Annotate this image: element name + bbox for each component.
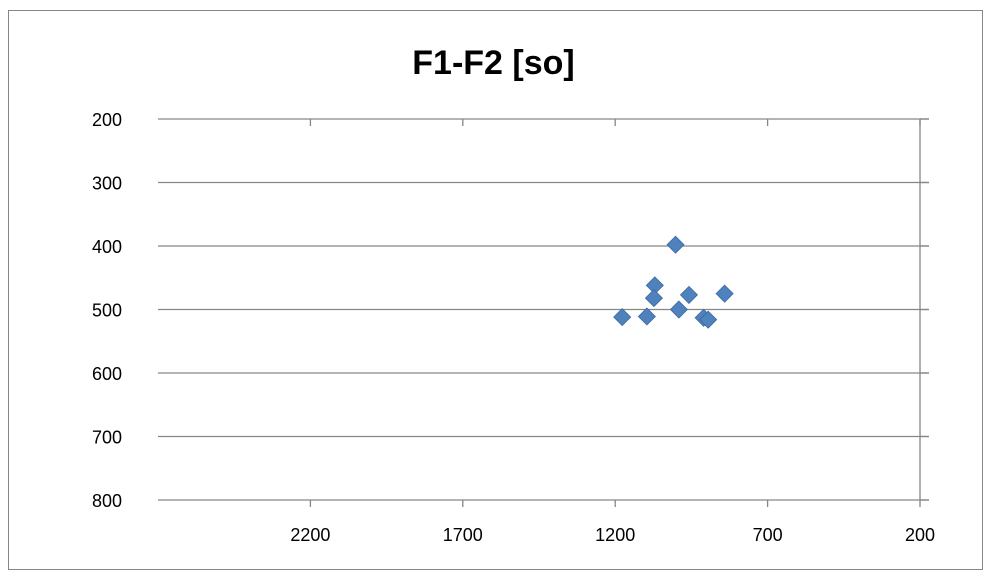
data-point: [715, 284, 734, 303]
data-point: [644, 289, 663, 308]
gridlines: [158, 118, 929, 438]
x-tick-labels: 2200 1700 1200 700 200: [290, 525, 935, 545]
data-point: [637, 307, 656, 326]
y-tick-label: 500: [92, 301, 122, 321]
y-tick-label: 700: [92, 428, 122, 448]
x-tick-label: 1200: [595, 525, 635, 545]
data-points: [613, 235, 734, 329]
y-tick-label: 200: [92, 110, 122, 130]
y-tick-labels: 200 300 400 500 600 700 800: [92, 110, 122, 511]
y-tick-label: 400: [92, 237, 122, 257]
x-tick-label: 200: [905, 525, 935, 545]
x-tick-label: 2200: [290, 525, 330, 545]
y-tick-label: 300: [92, 174, 122, 194]
y-tick-label: 600: [92, 364, 122, 384]
axes: [158, 118, 929, 507]
data-point: [669, 300, 688, 319]
data-point: [699, 310, 718, 329]
chart-title: F1-F2 [so]: [412, 44, 575, 82]
data-point: [613, 308, 632, 327]
x-tick-label: 1700: [443, 525, 483, 545]
chart-area: [8, 10, 983, 570]
data-point: [679, 285, 699, 304]
y-tick-label: 800: [92, 491, 122, 511]
x-tick-label: 700: [753, 525, 783, 545]
data-point: [666, 235, 685, 254]
